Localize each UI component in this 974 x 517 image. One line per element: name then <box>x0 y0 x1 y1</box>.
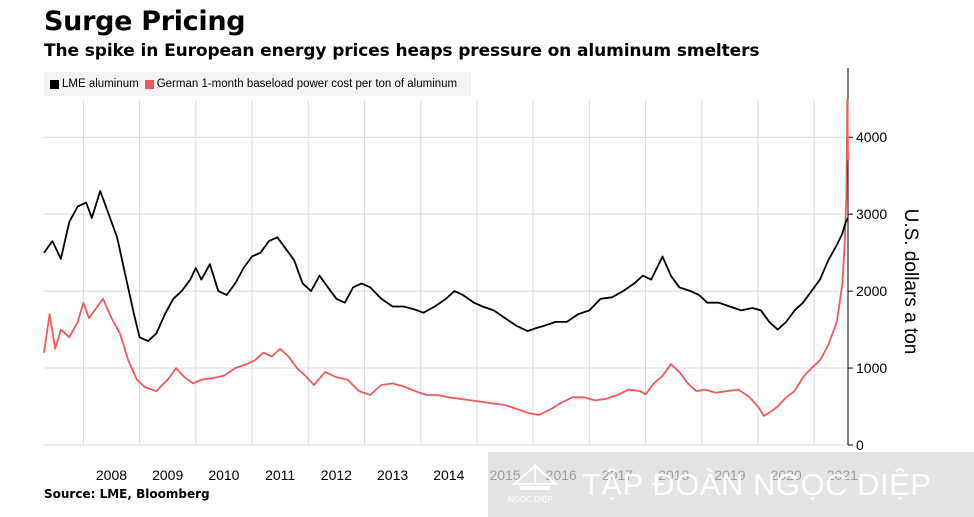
watermark-text: TẬP ĐOÀN NGỌC DIỆP <box>582 466 932 502</box>
x-tick-label: 2011 <box>265 467 295 483</box>
y-tick-label: 3000 <box>856 206 887 222</box>
y-tick-label: 0 <box>856 437 864 453</box>
x-tick-label: 2013 <box>377 467 408 483</box>
x-tick-label: 2008 <box>96 467 127 483</box>
legend-item-lme: LME aluminum <box>50 78 139 90</box>
power-cost-line <box>43 97 849 417</box>
y-tick-label: 4000 <box>856 129 887 145</box>
x-tick-label: 2014 <box>433 467 464 483</box>
legend-item-power: German 1-month baseload power cost per t… <box>144 78 458 90</box>
chart-legend: LME aluminum German 1-month baseload pow… <box>44 72 472 96</box>
legend-swatch-lme <box>50 79 59 89</box>
chart-subtitle: The spike in European energy prices heap… <box>44 41 760 61</box>
x-tick-label: 2010 <box>208 467 239 483</box>
y-axis-title: U.S. dollars a ton <box>900 209 921 355</box>
y-tick-label: 2000 <box>856 283 887 299</box>
watermark: NGỌC DIỆP TẬP ĐOÀN NGỌC DIỆP <box>488 452 974 517</box>
x-tick-label: 2012 <box>321 467 352 483</box>
chart-title: Surge Pricing <box>44 6 246 37</box>
x-tick-label: 2009 <box>152 467 183 483</box>
lme-aluminum-line <box>43 190 849 342</box>
source-note: Source: LME, Bloomberg <box>44 487 210 501</box>
watermark-logo-text: NGỌC DIỆP <box>508 494 553 504</box>
watermark-logo: NGỌC DIỆP <box>506 462 564 508</box>
legend-swatch-power <box>144 79 154 89</box>
y-tick-label: 1000 <box>856 360 887 376</box>
legend-label-power: German 1-month baseload power cost per t… <box>156 78 458 90</box>
legend-label-lme: LME aluminum <box>62 78 139 90</box>
